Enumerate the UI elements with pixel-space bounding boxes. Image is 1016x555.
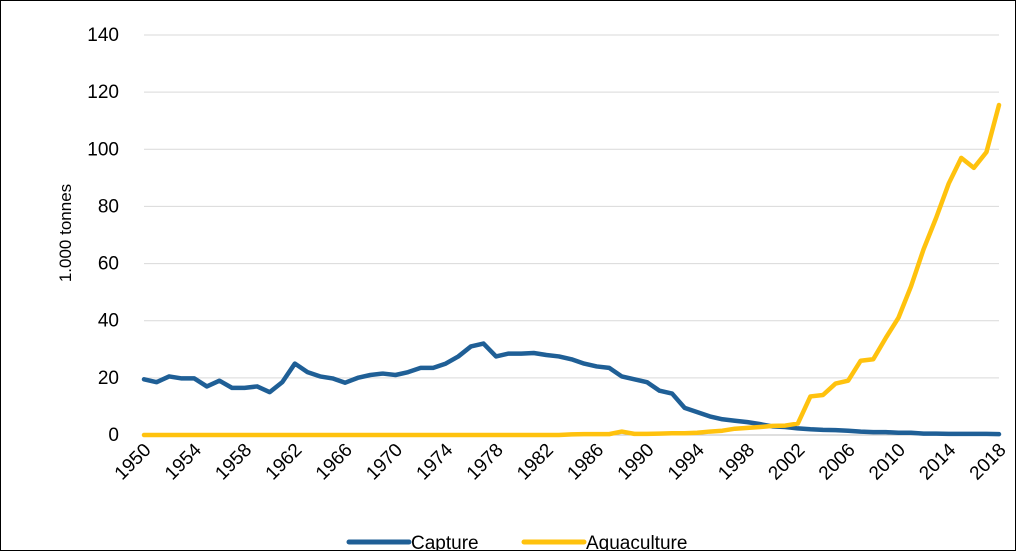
y-tick-label: 120 [87,82,119,103]
x-tick-label: 1998 [714,440,759,485]
x-tick-label: 2014 [915,439,960,484]
series-lines [141,102,1002,438]
x-tick-label: 2002 [765,440,810,485]
legend-label: Aquaculture [586,533,687,550]
x-tick-label: 1994 [664,439,709,484]
y-axis-label: 1.000 tonnes [56,184,75,282]
y-axis-ticks: 0 20 40 60 80 100 120 140 [87,25,119,446]
x-tick-label: 1974 [413,439,458,484]
legend-label: Capture [411,533,479,550]
x-tick-label: 1966 [312,440,357,485]
legend-item-capture: Capture [346,533,479,554]
y-tick-label: 20 [98,368,119,389]
y-tick-label: 100 [87,139,119,160]
series-line-capture [141,341,1002,437]
x-tick-label: 1986 [563,440,608,485]
y-tick-label: 0 [108,425,119,446]
grid-lines [144,34,999,379]
x-tick-label: 2010 [865,440,910,485]
y-tick-label: 40 [98,311,119,332]
x-tick-label: 1958 [211,440,256,485]
legend-item-aquaculture: Aquaculture [521,533,687,554]
x-tick-label: 2006 [815,440,860,485]
x-tick-label: 1950 [111,440,156,485]
x-tick-label: 1970 [362,440,407,485]
x-tick-label: 1978 [463,440,508,485]
x-tick-label: 2018 [966,440,1011,485]
legend: Capture Aquaculture [346,533,687,554]
series-line-aquaculture [141,102,1002,438]
y-tick-label: 60 [98,254,119,275]
x-tick-label: 1982 [513,440,558,485]
y-tick-label: 140 [87,25,119,46]
x-axis-ticks: 1950 1954 1958 1962 1966 1970 1974 1978 1982 1986… [111,439,1011,484]
y-tick-label: 80 [98,196,119,217]
x-tick-label: 1990 [614,440,659,485]
x-tick-label: 1954 [161,439,206,484]
x-tick-label: 1962 [262,440,307,485]
